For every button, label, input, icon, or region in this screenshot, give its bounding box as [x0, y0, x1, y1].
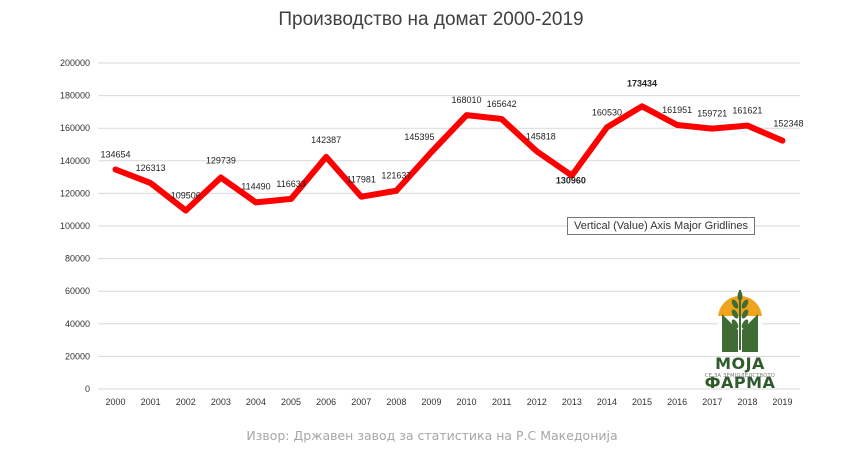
data-label: 161621 [732, 106, 762, 116]
x-tick-label: 2013 [562, 397, 582, 407]
data-label: 109506 [171, 191, 201, 201]
x-tick-label: 2007 [351, 397, 371, 407]
data-label: 152348 [773, 119, 803, 129]
y-tick-label: 120000 [60, 188, 90, 198]
x-tick-label: 2009 [421, 397, 441, 407]
x-tick-label: 2008 [386, 397, 406, 407]
x-tick-label: 2004 [246, 397, 266, 407]
x-tick-label: 2011 [492, 397, 511, 407]
data-label: 145818 [526, 131, 556, 141]
data-label: 129739 [206, 156, 236, 166]
y-axis: 0 20000 40000 60000 80000 100000 120000 140000 1… [60, 58, 90, 394]
y-tick-label: 160000 [60, 123, 90, 133]
data-label: 161951 [662, 105, 692, 115]
source-note: Извор: Државен завод за статистика на Р.… [246, 428, 617, 443]
x-axis: 2000 2001 2002 2003 2004 2005 2006 2007 2008 2009… [106, 397, 793, 407]
wheat-logo-icon [718, 290, 762, 352]
y-tick-label: 100000 [60, 221, 90, 231]
y-tick-label: 0 [85, 384, 90, 394]
x-tick-label: 2019 [772, 397, 792, 407]
data-labels: 134654 126313 109506 129739 114490 116633 1423… [101, 78, 804, 200]
x-tick-label: 2015 [632, 397, 652, 407]
data-label: 145395 [404, 132, 434, 142]
data-label: 121637 [381, 171, 411, 181]
chart-title: Производство на домат 2000-2019 [278, 9, 583, 30]
data-label: 165642 [487, 99, 517, 109]
gridlines [98, 62, 800, 390]
x-tick-label: 2006 [316, 397, 336, 407]
x-tick-label: 2000 [106, 397, 126, 407]
data-label: 134654 [101, 150, 131, 160]
data-label: 159721 [697, 109, 727, 119]
data-label: 116633 [276, 179, 305, 189]
y-tick-label: 200000 [60, 58, 90, 68]
data-label: 126313 [136, 163, 166, 173]
series-line [112, 103, 786, 214]
x-tick-label: 2001 [141, 397, 161, 407]
logo-name: МОЈА ФАРМА [704, 354, 776, 392]
y-tick-label: 80000 [65, 254, 90, 264]
series-line-path [112, 103, 786, 214]
y-tick-label: 60000 [65, 286, 90, 296]
data-label: 168010 [452, 95, 482, 105]
y-tick-label: 40000 [65, 319, 90, 329]
x-tick-label: 2002 [176, 397, 196, 407]
logo: МОЈА ФАРМА СЕ ЗА ЗЕМЈОДЕЛСТВОТО [680, 280, 800, 392]
x-tick-label: 2005 [281, 397, 301, 407]
y-tick-label: 180000 [60, 91, 90, 101]
x-tick-label: 2014 [597, 397, 617, 407]
gridlines-tooltip: Vertical (Value) Axis Major Gridlines [567, 217, 756, 235]
x-tick-label: 2003 [211, 397, 231, 407]
data-label: 114490 [241, 181, 270, 191]
data-label: 173434 [627, 78, 657, 88]
x-tick-label: 2010 [457, 397, 477, 407]
data-label: 142387 [311, 135, 341, 145]
x-tick-label: 2018 [737, 397, 757, 407]
data-label: 130960 [556, 176, 586, 186]
y-tick-label: 140000 [60, 156, 90, 166]
logo-tagline: СЕ ЗА ЗЕМЈОДЕЛСТВОТО [704, 373, 776, 379]
x-tick-label: 2017 [702, 397, 722, 407]
x-tick-label: 2016 [667, 397, 687, 407]
data-label: 160530 [592, 107, 622, 117]
y-tick-label: 20000 [65, 351, 90, 361]
data-label: 117981 [347, 175, 376, 185]
x-tick-label: 2012 [527, 397, 547, 407]
